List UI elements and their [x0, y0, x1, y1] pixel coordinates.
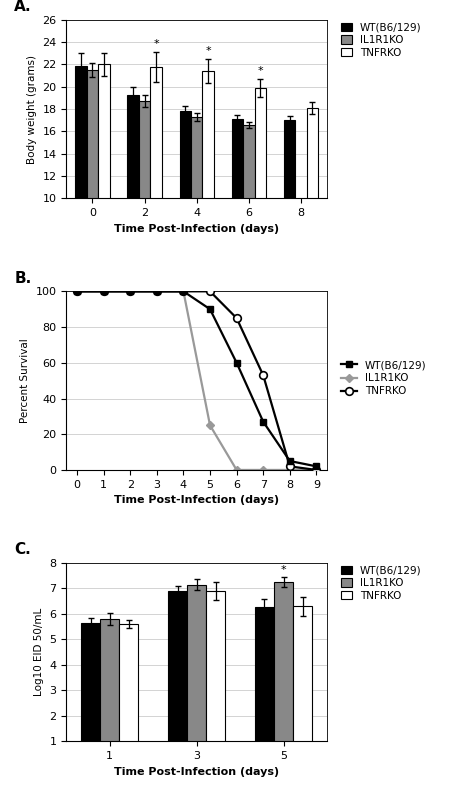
Bar	[206, 591, 225, 767]
Text: *: *	[281, 565, 286, 575]
Bar	[98, 64, 109, 310]
Bar	[100, 619, 119, 767]
Bar	[191, 117, 202, 310]
Legend: WT(B6/129), IL1R1KO, TNFRKO: WT(B6/129), IL1R1KO, TNFRKO	[340, 359, 428, 397]
Y-axis label: Percent Survival: Percent Survival	[20, 339, 30, 423]
Bar	[87, 70, 98, 310]
Y-axis label: Log10 EID 50/mL: Log10 EID 50/mL	[34, 608, 44, 696]
Bar	[202, 71, 214, 310]
Text: *: *	[205, 45, 211, 56]
X-axis label: Time Post-Infection (days): Time Post-Infection (days)	[114, 224, 279, 234]
Text: *: *	[257, 66, 263, 76]
Legend: WT(B6/129), IL1R1KO, TNFRKO: WT(B6/129), IL1R1KO, TNFRKO	[340, 21, 422, 59]
Bar	[243, 125, 255, 310]
Bar	[255, 607, 274, 767]
X-axis label: Time Post-Infection (days): Time Post-Infection (days)	[114, 495, 279, 505]
Bar	[284, 121, 295, 310]
X-axis label: Time Post-Infection (days): Time Post-Infection (days)	[114, 767, 279, 776]
Y-axis label: Body weight (grams): Body weight (grams)	[27, 55, 37, 163]
Legend: WT(B6/129), IL1R1KO, TNFRKO: WT(B6/129), IL1R1KO, TNFRKO	[340, 565, 422, 602]
Bar	[255, 88, 266, 310]
Bar	[168, 591, 187, 767]
Bar	[232, 119, 243, 310]
Bar	[307, 108, 318, 310]
Bar	[180, 111, 191, 310]
Bar	[187, 584, 206, 767]
Text: B.: B.	[14, 271, 31, 286]
Bar	[81, 623, 100, 767]
Bar	[139, 102, 150, 310]
Bar	[150, 67, 162, 310]
Text: C.: C.	[14, 542, 31, 557]
Bar	[293, 606, 312, 767]
Bar	[128, 94, 139, 310]
Bar	[274, 582, 293, 767]
Text: A.: A.	[14, 0, 32, 14]
Text: *: *	[153, 39, 159, 49]
Bar	[75, 66, 87, 310]
Bar	[119, 624, 138, 767]
